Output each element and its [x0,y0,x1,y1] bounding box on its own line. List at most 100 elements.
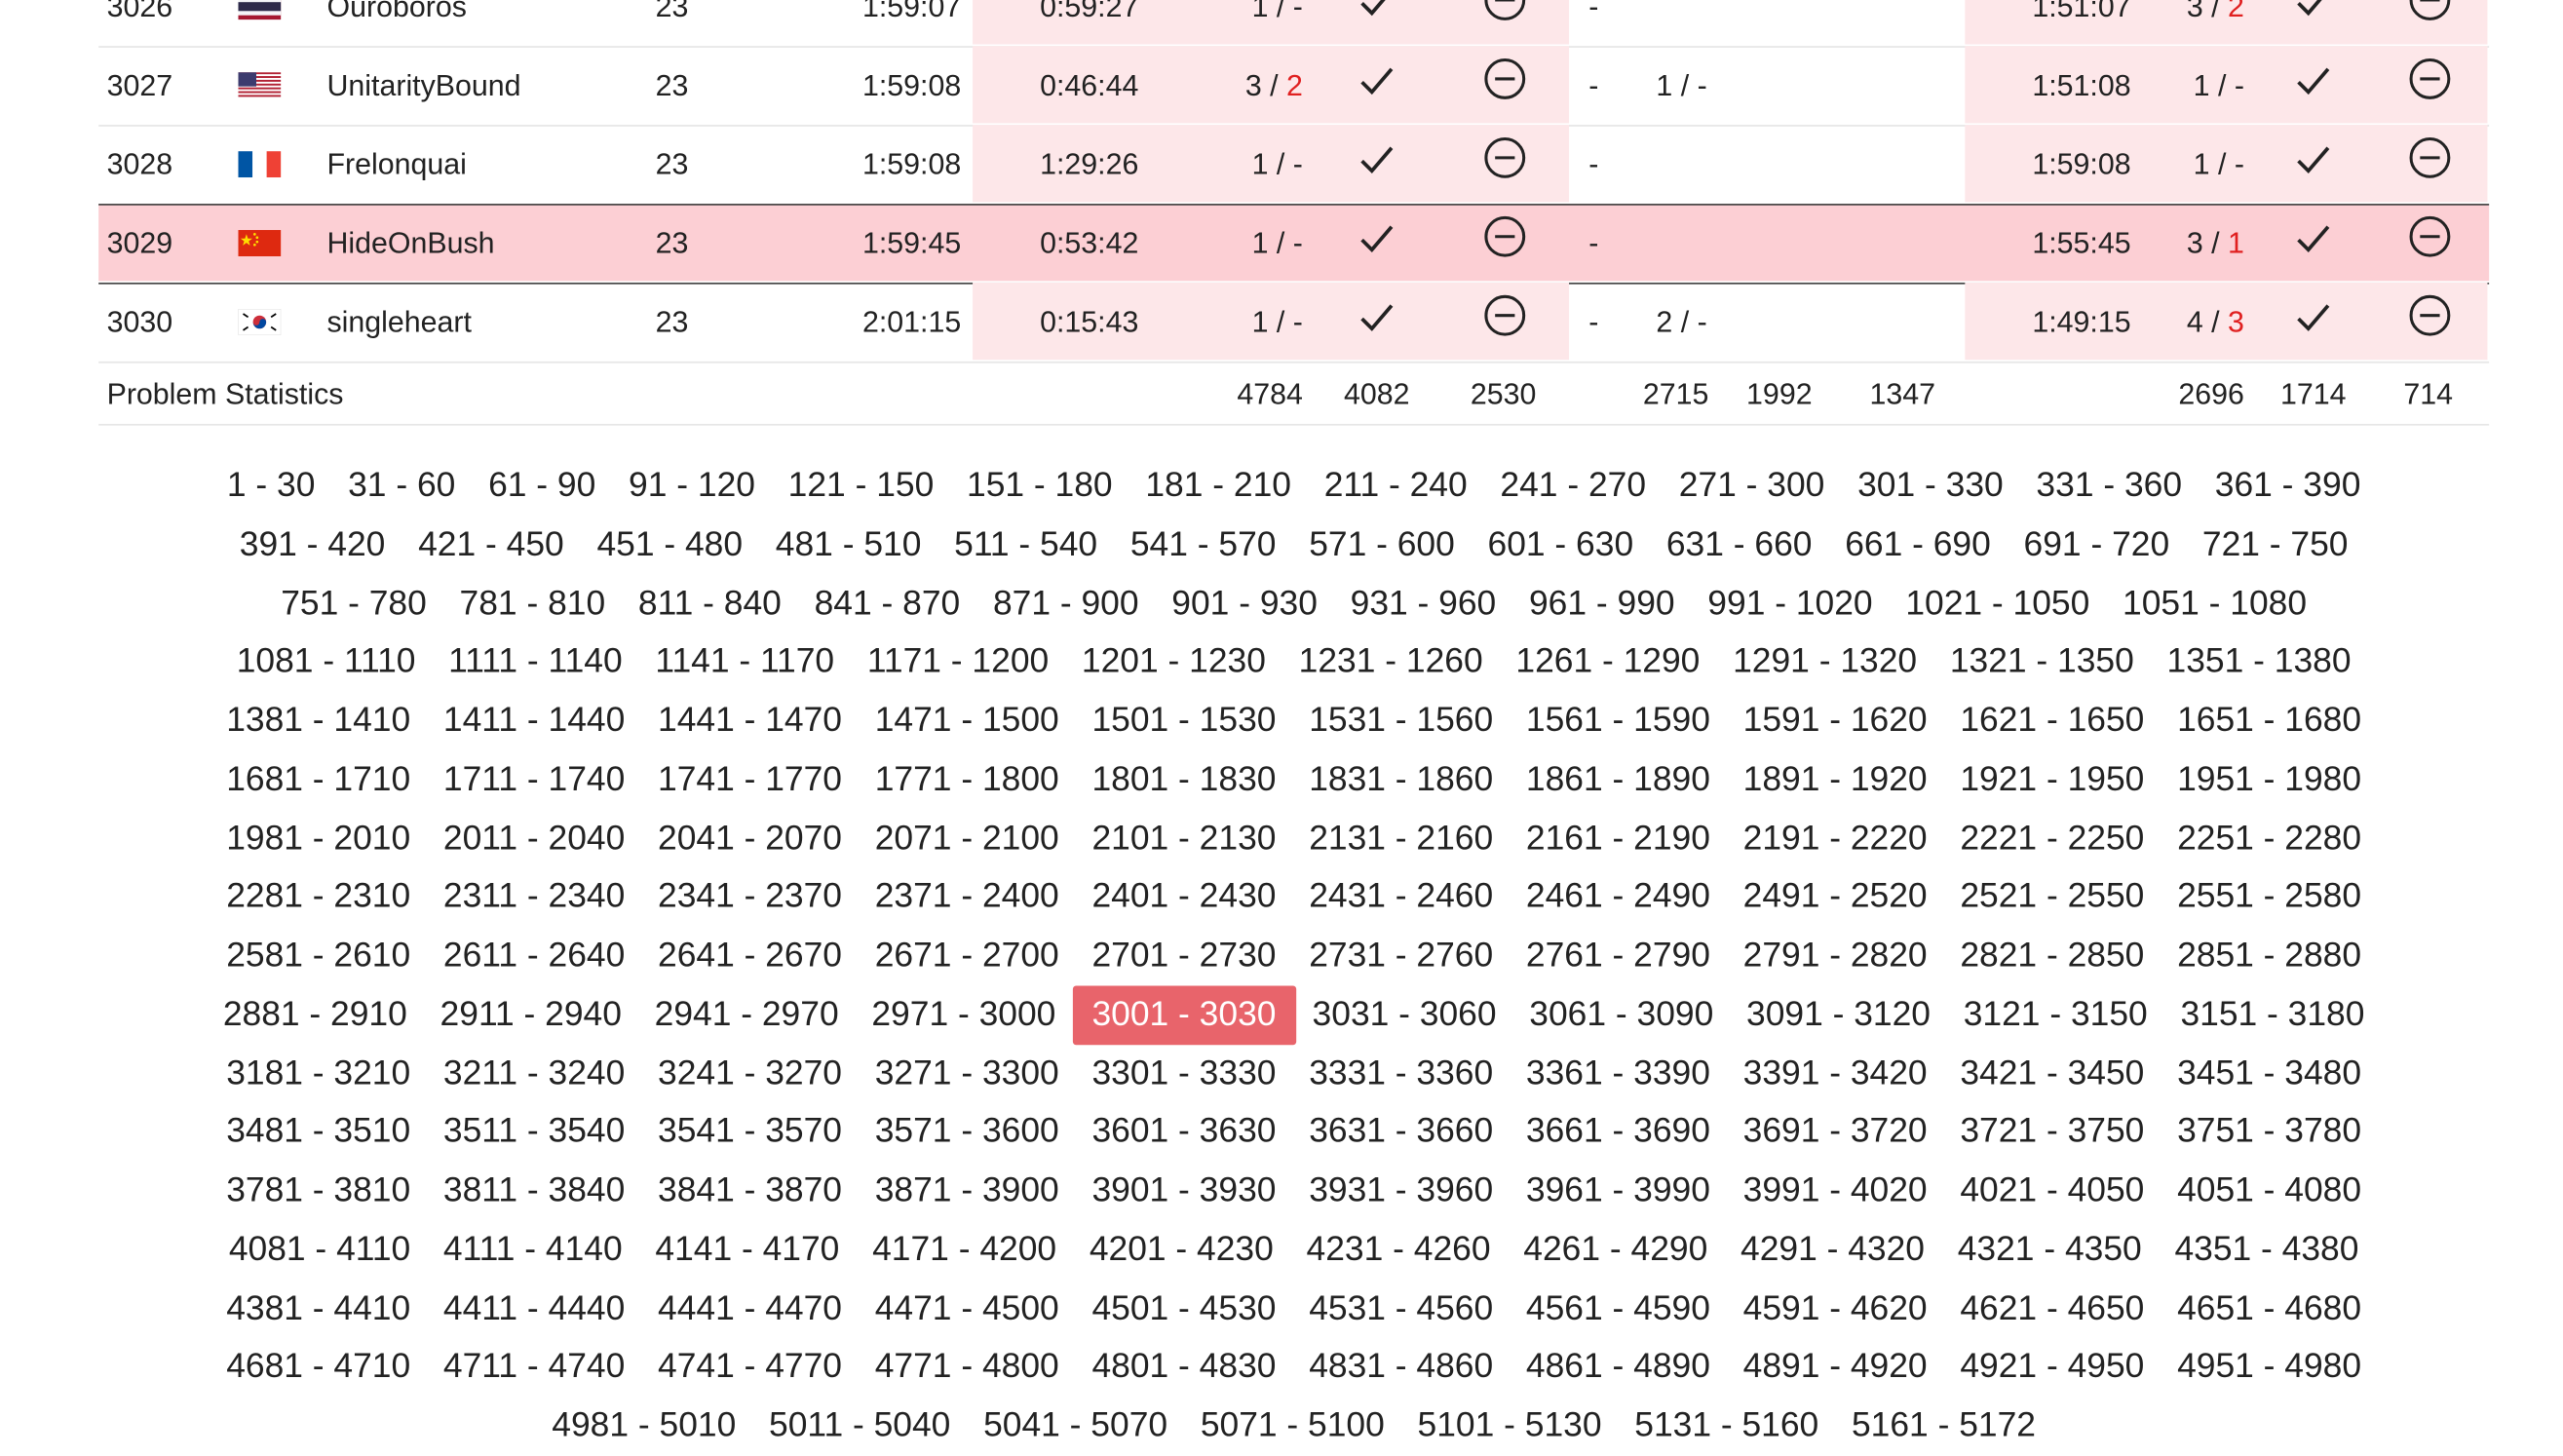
page-link[interactable]: 3361 - 3390 [1525,1054,1710,1092]
page-link[interactable]: 2731 - 2760 [1309,936,1494,975]
page-link[interactable]: 4501 - 4530 [1091,1288,1277,1327]
page-link[interactable]: 211 - 240 [1323,466,1468,505]
page-link[interactable]: 5131 - 5160 [1634,1406,1819,1444]
page-link[interactable]: 1591 - 1620 [1742,701,1928,740]
page-link[interactable]: 661 - 690 [1845,525,1991,563]
page-link[interactable]: 2161 - 2190 [1525,819,1710,858]
page-link[interactable]: 91 - 120 [629,466,755,505]
page-link[interactable]: 301 - 330 [1857,466,2004,505]
page-link[interactable]: 3901 - 3930 [1091,1171,1277,1209]
table-row[interactable]: 3027 UnitarityBound 23 1:59:08 0:46:44 3 / 2 -… [0,46,2563,127]
page-link[interactable]: 1891 - 1920 [1742,760,1928,798]
page-link[interactable]: 2461 - 2490 [1525,877,1710,916]
page-link[interactable]: 3841 - 3870 [658,1171,843,1209]
page-link[interactable]: 1411 - 1440 [442,701,626,740]
page-link[interactable]: 1771 - 1800 [874,760,1059,798]
page-link[interactable]: 4261 - 4290 [1523,1230,1708,1269]
page-link[interactable]: 151 - 180 [967,466,1113,505]
page-link[interactable]: 61 - 90 [488,466,596,505]
page-link[interactable]: 2071 - 2100 [874,819,1059,858]
page-link[interactable]: 3151 - 3180 [2180,995,2365,1034]
page-link[interactable]: 2341 - 2370 [658,877,843,916]
page-link[interactable]: 4021 - 4050 [1960,1171,2145,1209]
page-link[interactable]: 4741 - 4770 [658,1347,843,1386]
page-link[interactable]: 4411 - 4440 [442,1288,626,1327]
page-link[interactable]: 2911 - 2940 [440,995,622,1034]
page-link[interactable]: 3631 - 3660 [1309,1112,1494,1151]
page-link[interactable]: 1141 - 1170 [655,642,835,681]
page-link[interactable]: 3061 - 3090 [1529,995,1714,1034]
page-link[interactable]: 991 - 1020 [1707,584,1873,623]
page-link[interactable]: 4471 - 4500 [874,1288,1059,1327]
page-link[interactable]: 3451 - 3480 [2177,1054,2362,1092]
page-link[interactable]: 4951 - 4980 [2177,1347,2362,1386]
page-link[interactable]: 1861 - 1890 [1525,760,1710,798]
page-link[interactable]: 4051 - 4080 [2177,1171,2362,1209]
page-link[interactable]: 4861 - 4890 [1525,1347,1710,1386]
page-link[interactable]: 4621 - 4650 [1960,1288,2145,1327]
page-link[interactable]: 4981 - 5010 [552,1406,737,1444]
table-row[interactable]: 3030 singleheart 23 2:01:15 0:15:43 1 / --2 /… [0,282,2563,364]
page-link[interactable]: 3961 - 3990 [1525,1171,1710,1209]
page-link[interactable]: 3241 - 3270 [658,1054,843,1092]
page-link[interactable]: 3091 - 3120 [1746,995,1932,1034]
page-link[interactable]: 2521 - 2550 [1960,877,2145,916]
page-link[interactable]: 1051 - 1080 [2123,584,2308,623]
page-link[interactable]: 4351 - 4380 [2174,1230,2359,1269]
page-link[interactable]: 4441 - 4470 [658,1288,843,1327]
page-link[interactable]: 271 - 300 [1678,466,1825,505]
page-link[interactable]: 4921 - 4950 [1960,1347,2145,1386]
page-link[interactable]: 3121 - 3150 [1963,995,2148,1034]
page-link[interactable]: 631 - 660 [1665,525,1813,563]
page-link[interactable]: 3721 - 3750 [1960,1112,2145,1151]
page-link[interactable]: 961 - 990 [1528,584,1675,623]
page-link[interactable]: 1321 - 1350 [1949,642,2134,681]
page-link[interactable]: 3181 - 3210 [226,1054,411,1092]
page-link[interactable]: 1981 - 2010 [226,819,411,858]
page-link[interactable]: 2221 - 2250 [1960,819,2145,858]
page-link[interactable]: 4531 - 4560 [1309,1288,1494,1327]
page-link[interactable]: 1921 - 1950 [1960,760,2145,798]
page-link[interactable]: 751 - 780 [281,584,427,623]
page-link[interactable]: 3391 - 3420 [1742,1054,1928,1092]
page-link[interactable]: 2641 - 2670 [658,936,843,975]
page-link[interactable]: 1 - 30 [226,466,316,505]
page-link[interactable]: 1681 - 1710 [226,760,411,798]
page-link[interactable]: 1441 - 1470 [658,701,843,740]
page-link[interactable]: 1651 - 1680 [2177,701,2362,740]
page-link[interactable]: 4291 - 4320 [1741,1230,1926,1269]
page-link[interactable]: 391 - 420 [239,525,386,563]
page-link[interactable]: 1021 - 1050 [1905,584,2090,623]
page-link[interactable]: 4141 - 4170 [655,1230,840,1269]
page-link[interactable]: 4771 - 4800 [874,1347,1059,1386]
page-link[interactable]: 1741 - 1770 [658,760,843,798]
page-link[interactable]: 3931 - 3960 [1309,1171,1494,1209]
table-row[interactable]: 3029 HideOnBush 23 1:59:45 0:53:42 1 / - -1:55… [0,204,2563,285]
page-link[interactable]: 601 - 630 [1487,525,1634,563]
page-link[interactable]: 1621 - 1650 [1960,701,2145,740]
page-link[interactable]: 181 - 210 [1145,466,1291,505]
page-link[interactable]: 3661 - 3690 [1525,1112,1710,1151]
page-link[interactable]: 3601 - 3630 [1091,1112,1277,1151]
page-link[interactable]: 4591 - 4620 [1742,1288,1928,1327]
page-link[interactable]: 4081 - 4110 [228,1230,411,1269]
page-link[interactable]: 3811 - 3840 [442,1171,626,1209]
page-link[interactable]: 3751 - 3780 [2177,1112,2362,1151]
page-link[interactable]: 721 - 750 [2201,525,2349,563]
page-link[interactable]: 1291 - 1320 [1733,642,1918,681]
page-link[interactable]: 3271 - 3300 [874,1054,1059,1092]
page-link[interactable]: 5011 - 5040 [769,1406,951,1444]
page-link[interactable]: 1801 - 1830 [1091,760,1277,798]
page-link[interactable]: 3211 - 3240 [442,1054,626,1092]
page-link[interactable]: 3991 - 4020 [1742,1171,1928,1209]
page-link[interactable]: 2611 - 2640 [442,936,626,975]
page-link[interactable]: 4651 - 4680 [2177,1288,2362,1327]
page-link[interactable]: 1111 - 1140 [448,642,623,681]
page-link[interactable]: 2281 - 2310 [226,877,411,916]
page-link[interactable]: 4831 - 4860 [1309,1347,1494,1386]
page-link[interactable]: 3421 - 3450 [1960,1054,2145,1092]
page-link[interactable]: 2131 - 2160 [1309,819,1494,858]
page-link[interactable]: 4801 - 4830 [1091,1347,1277,1386]
page-link[interactable]: 5041 - 5070 [983,1406,1168,1444]
page-link[interactable]: 2581 - 2610 [226,936,411,975]
